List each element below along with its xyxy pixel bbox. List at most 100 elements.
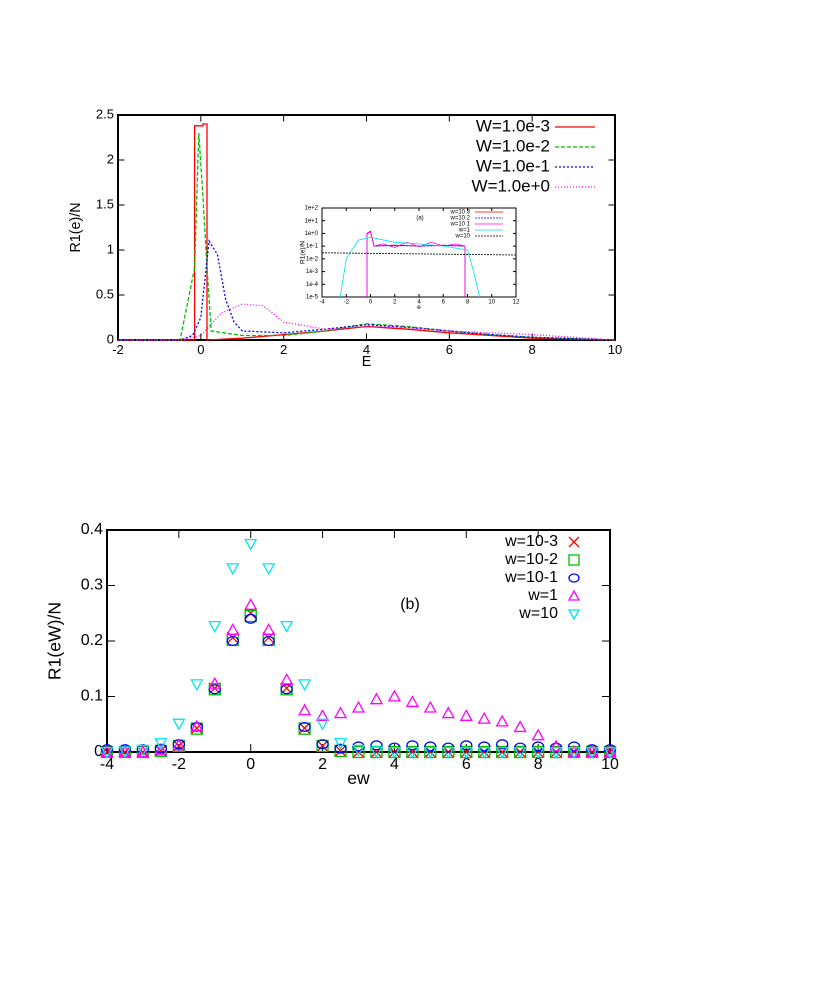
- data-point: [244, 598, 258, 610]
- x-tick-label: -4: [319, 299, 325, 305]
- y-tick-label: 2.5: [96, 106, 114, 121]
- y-tick-label: 1e+0: [304, 231, 318, 237]
- y-tick-label: 1e-2: [306, 256, 319, 262]
- data-point: [315, 709, 330, 721]
- x-axis-label: E: [362, 354, 372, 370]
- data-point: [369, 692, 384, 705]
- y-tick-label: 0.3: [81, 577, 103, 594]
- y-axis-label: R1(e)/N: [300, 241, 307, 264]
- data-point: [298, 721, 311, 733]
- data-point: [244, 609, 257, 623]
- data-point: [603, 744, 617, 755]
- data-point: [226, 563, 240, 576]
- x-tick-label: -2: [344, 299, 350, 305]
- y-tick-label: 1: [107, 241, 114, 256]
- data-point: [315, 718, 330, 731]
- data-point: [333, 738, 348, 750]
- data-point: [567, 741, 581, 752]
- x-tick-label: 0: [246, 756, 255, 773]
- legend-marker: [568, 554, 580, 566]
- x-tick-label: 4: [390, 756, 399, 773]
- x-tick-label: 6: [442, 299, 446, 305]
- x-tick-label: 6: [462, 756, 471, 773]
- data-point: [495, 746, 509, 759]
- x-tick-label: -4: [100, 756, 114, 773]
- data-point: [351, 744, 366, 757]
- data-point: [405, 695, 419, 708]
- data-point: [298, 703, 312, 716]
- legend-label: w=1: [458, 228, 471, 234]
- x-tick-label: 4: [417, 299, 421, 305]
- legend-label: w=10 1: [449, 222, 470, 228]
- data-point: [100, 746, 114, 759]
- legend-label: w=10 2: [449, 216, 470, 222]
- legend-label: w=10-2: [504, 551, 558, 568]
- data-point: [190, 719, 204, 732]
- data-point: [531, 728, 545, 741]
- legend-label: W=1.0e-2: [476, 136, 550, 155]
- data-point: [424, 746, 437, 758]
- x-tick-label: 8: [534, 756, 543, 773]
- legend-label: w=10-1: [504, 569, 558, 586]
- x-tick-label: 10: [601, 756, 619, 773]
- data-point: [154, 743, 168, 756]
- data-point: [424, 741, 437, 752]
- data-point: [101, 746, 113, 758]
- inset-title: (a): [416, 216, 423, 222]
- x-tick-label: 10: [488, 299, 495, 305]
- series-line: [118, 132, 616, 341]
- series-line: [321, 252, 517, 256]
- data-point: [549, 746, 563, 759]
- data-point: [496, 739, 509, 750]
- data-point: [495, 714, 509, 727]
- legend-marker: [567, 589, 581, 601]
- legend-marker: [568, 573, 580, 583]
- x-tick-label: 10: [608, 342, 622, 357]
- legend-label: W=1.0e+0: [472, 176, 550, 195]
- data-point: [441, 706, 455, 719]
- data-point: [387, 689, 402, 702]
- x-tick-label: 4: [363, 342, 370, 357]
- data-point: [352, 745, 365, 759]
- data-point: [316, 739, 329, 752]
- legend-marker: [567, 609, 581, 621]
- data-point: [477, 746, 491, 759]
- legend-label: w=10: [454, 234, 470, 240]
- data-point: [568, 746, 581, 758]
- data-point: [190, 679, 204, 692]
- data-point: [262, 623, 276, 635]
- data-point: [603, 746, 617, 759]
- data-point: [118, 746, 132, 759]
- data-point: [585, 744, 599, 755]
- data-point: [208, 684, 221, 695]
- data-point: [460, 740, 473, 751]
- data-point: [478, 741, 491, 752]
- data-point: [154, 738, 168, 750]
- y-tick-label: 0: [107, 331, 114, 346]
- y-tick-label: 0.2: [81, 632, 103, 649]
- y-tick-label: 0: [94, 743, 103, 760]
- data-point: [119, 746, 131, 758]
- legend-label: w=10: [518, 605, 558, 622]
- annotation: (b): [400, 596, 420, 613]
- data-point: [244, 538, 258, 551]
- data-point: [262, 635, 275, 647]
- x-tick-label: 8: [529, 342, 536, 357]
- x-tick-label: 12: [513, 299, 520, 305]
- data-point: [513, 746, 527, 759]
- y-tick-label: 1e+1: [304, 218, 318, 224]
- data-point: [477, 711, 491, 724]
- legend-label: W=1.0e-3: [476, 116, 550, 135]
- data-point: [405, 746, 419, 759]
- y-tick-label: 1e-5: [306, 295, 319, 301]
- x-tick-label: 6: [446, 342, 453, 357]
- data-point: [334, 744, 347, 757]
- data-point: [459, 746, 473, 759]
- data-point: [459, 709, 473, 721]
- x-axis-label: ew: [347, 768, 370, 788]
- data-point: [586, 746, 598, 758]
- data-point: [423, 700, 437, 713]
- data-point: [100, 744, 114, 755]
- data-point: [604, 746, 616, 758]
